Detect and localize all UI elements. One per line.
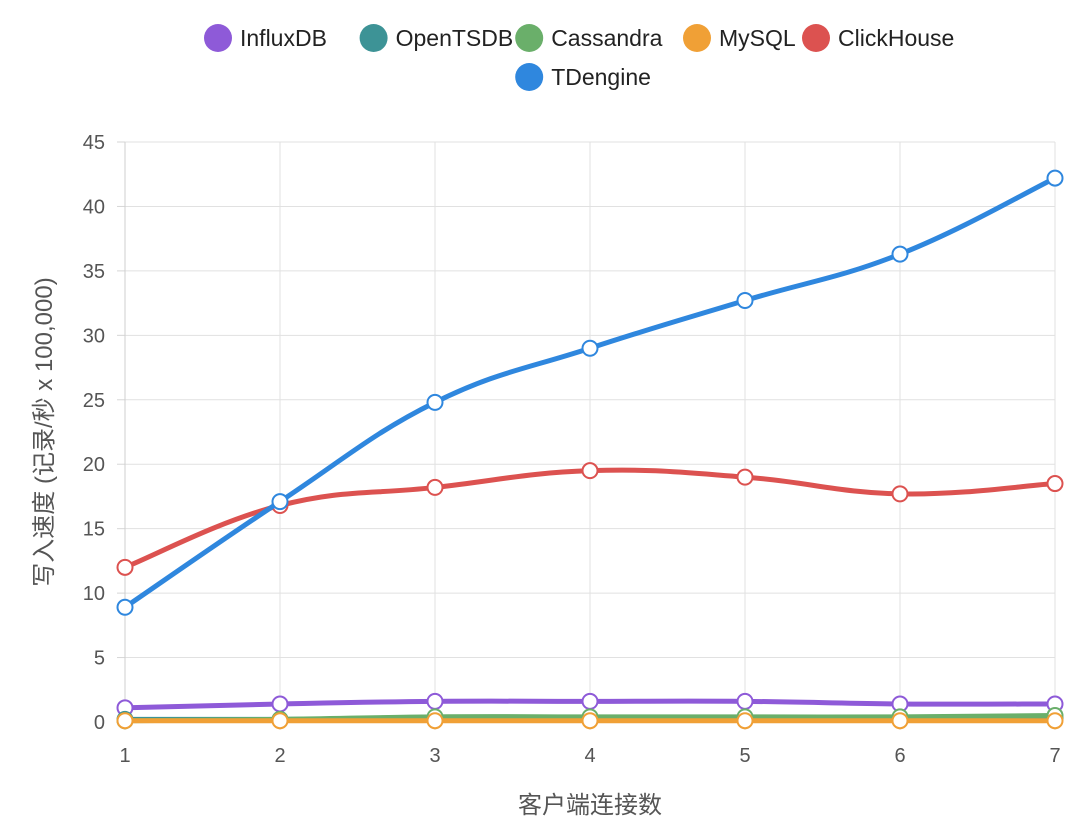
legend-swatch	[204, 24, 232, 52]
data-point[interactable]	[891, 245, 909, 263]
legend-swatch	[802, 24, 830, 52]
data-point[interactable]	[736, 468, 754, 486]
data-point[interactable]	[271, 493, 289, 511]
x-axis-title: 客户端连接数	[518, 792, 662, 819]
legend-item-clickhouse[interactable]: ClickHouse	[802, 24, 954, 52]
x-tick-label: 5	[739, 745, 750, 767]
data-point[interactable]	[736, 292, 754, 310]
data-point[interactable]	[1046, 169, 1064, 187]
y-tick-label: 30	[83, 325, 105, 347]
legend-swatch	[683, 24, 711, 52]
x-tick-label: 2	[274, 745, 285, 767]
legend-label: Cassandra	[551, 25, 662, 51]
series-influxdb	[116, 692, 1064, 717]
grid	[124, 141, 1056, 723]
y-tick-label: 0	[94, 712, 105, 734]
data-point[interactable]	[1046, 475, 1064, 493]
y-tick-label: 15	[83, 519, 105, 541]
legend: InfluxDB OpenTSDB Cassandra MySQL ClickHouse…	[204, 24, 954, 91]
legend-label: InfluxDB	[240, 25, 327, 51]
data-point[interactable]	[426, 478, 444, 496]
legend-label: OpenTSDB	[396, 25, 514, 51]
data-point[interactable]	[426, 712, 444, 730]
x-tick-label: 6	[894, 745, 905, 767]
data-point[interactable]	[581, 339, 599, 357]
x-tick-label: 3	[429, 745, 440, 767]
y-tick-label: 35	[83, 261, 105, 283]
data-point[interactable]	[581, 692, 599, 710]
data-point[interactable]	[891, 712, 909, 730]
legend-swatch	[515, 63, 544, 91]
series-mysql	[116, 712, 1064, 730]
y-tick-label: 20	[83, 454, 105, 476]
data-point[interactable]	[736, 712, 754, 730]
legend-item-opentsdb[interactable]: OpenTSDB	[359, 24, 514, 52]
series-group	[116, 169, 1064, 730]
legend-swatch	[515, 24, 544, 52]
y-tick-label: 10	[83, 583, 105, 605]
data-point[interactable]	[891, 485, 909, 503]
y-tick-label: 5	[94, 648, 105, 670]
legend-swatch	[359, 24, 388, 52]
data-point[interactable]	[581, 462, 599, 480]
y-tick-label: 25	[83, 390, 105, 412]
data-point[interactable]	[736, 692, 754, 710]
data-point[interactable]	[1046, 712, 1064, 730]
legend-label: TDengine	[551, 64, 651, 90]
data-point[interactable]	[116, 598, 134, 616]
y-tick-label: 45	[83, 132, 105, 154]
legend-item-mysql[interactable]: MySQL	[683, 24, 796, 52]
data-point[interactable]	[116, 712, 134, 730]
legend-label: MySQL	[719, 25, 796, 51]
data-point[interactable]	[271, 695, 289, 713]
y-axis-title: 写入速度 (记录/秒 x 100,000)	[31, 277, 58, 586]
data-point[interactable]	[271, 712, 289, 730]
data-point[interactable]	[116, 558, 134, 576]
legend-item-cassandra[interactable]: Cassandra	[515, 24, 663, 52]
x-tick-label: 7	[1049, 745, 1060, 767]
x-tick-label: 4	[584, 745, 595, 767]
legend-item-influxdb[interactable]: InfluxDB	[204, 24, 327, 52]
data-point[interactable]	[426, 393, 444, 411]
data-point[interactable]	[426, 692, 444, 710]
series-tdengine	[116, 169, 1064, 616]
y-tick-label: 40	[83, 196, 105, 218]
data-point[interactable]	[581, 712, 599, 730]
x-tick-label: 1	[119, 745, 130, 767]
legend-label: ClickHouse	[838, 25, 954, 51]
legend-item-tdengine[interactable]: TDengine	[515, 63, 651, 91]
